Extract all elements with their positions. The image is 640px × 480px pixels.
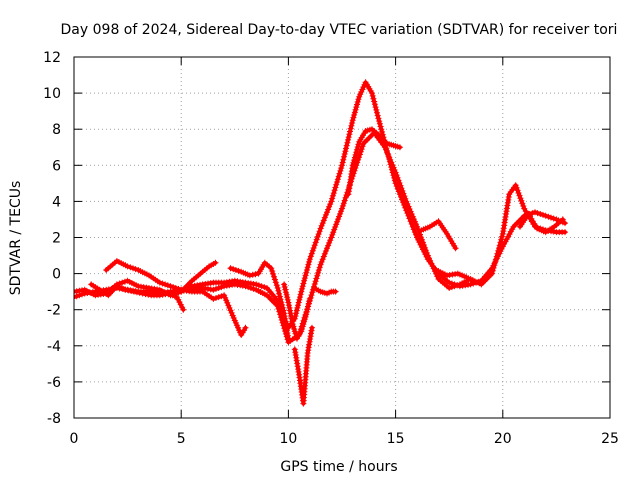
y-axis-title: SDTVAR / TECUs [8,181,24,296]
series-markers [281,281,313,342]
y-tick-label: 4 [52,194,61,210]
y-tick-label: -8 [47,411,61,427]
series-track-10 [345,126,403,198]
x-tick-label: 5 [177,431,186,447]
y-tick-label: 10 [43,86,61,102]
series-track-7 [291,324,315,407]
plot-frame [73,56,611,419]
series-track-12 [433,267,476,284]
y-tick-label: -6 [47,375,61,391]
series-track-13 [517,211,566,236]
y-tick-label: -2 [47,303,61,319]
y-tick-label: 2 [52,231,61,247]
y-tick-label: 8 [52,122,61,138]
grid [74,57,610,418]
series-markers [517,211,566,236]
x-tick-label: 25 [601,431,619,447]
chart-title: Day 098 of 2024, Sidereal Day-to-day VTE… [61,22,618,38]
series-markers [227,259,292,342]
y-tick-label: -4 [47,339,61,355]
series-markers [88,281,187,313]
x-tick-label: 15 [387,431,405,447]
series-markers [311,285,339,297]
y-tick-label: 0 [52,267,61,283]
series-track-11 [418,218,459,252]
series-track-6 [227,259,292,342]
x-axis-title: GPS time / hours [280,459,397,475]
ticks: -8 -6 -4 -2 0 2 4 6 8 10 12 0 5 10 15 20 25 [43,50,619,447]
series-track-9 [281,281,313,342]
series-markers [345,126,403,198]
y-tick-label: 12 [43,50,61,66]
series-track-8 [311,285,339,297]
x-tick-label: 0 [70,431,79,447]
series-markers [418,218,459,252]
x-tick-label: 10 [279,431,297,447]
series-markers [178,259,219,295]
y-tick-label: 6 [52,158,61,174]
series-markers [433,267,476,284]
series-track-5 [178,259,219,295]
data-series [74,79,568,407]
series-markers [291,324,315,407]
series-markers [103,258,249,338]
x-tick-label: 20 [494,431,512,447]
series-track-4 [88,281,187,313]
